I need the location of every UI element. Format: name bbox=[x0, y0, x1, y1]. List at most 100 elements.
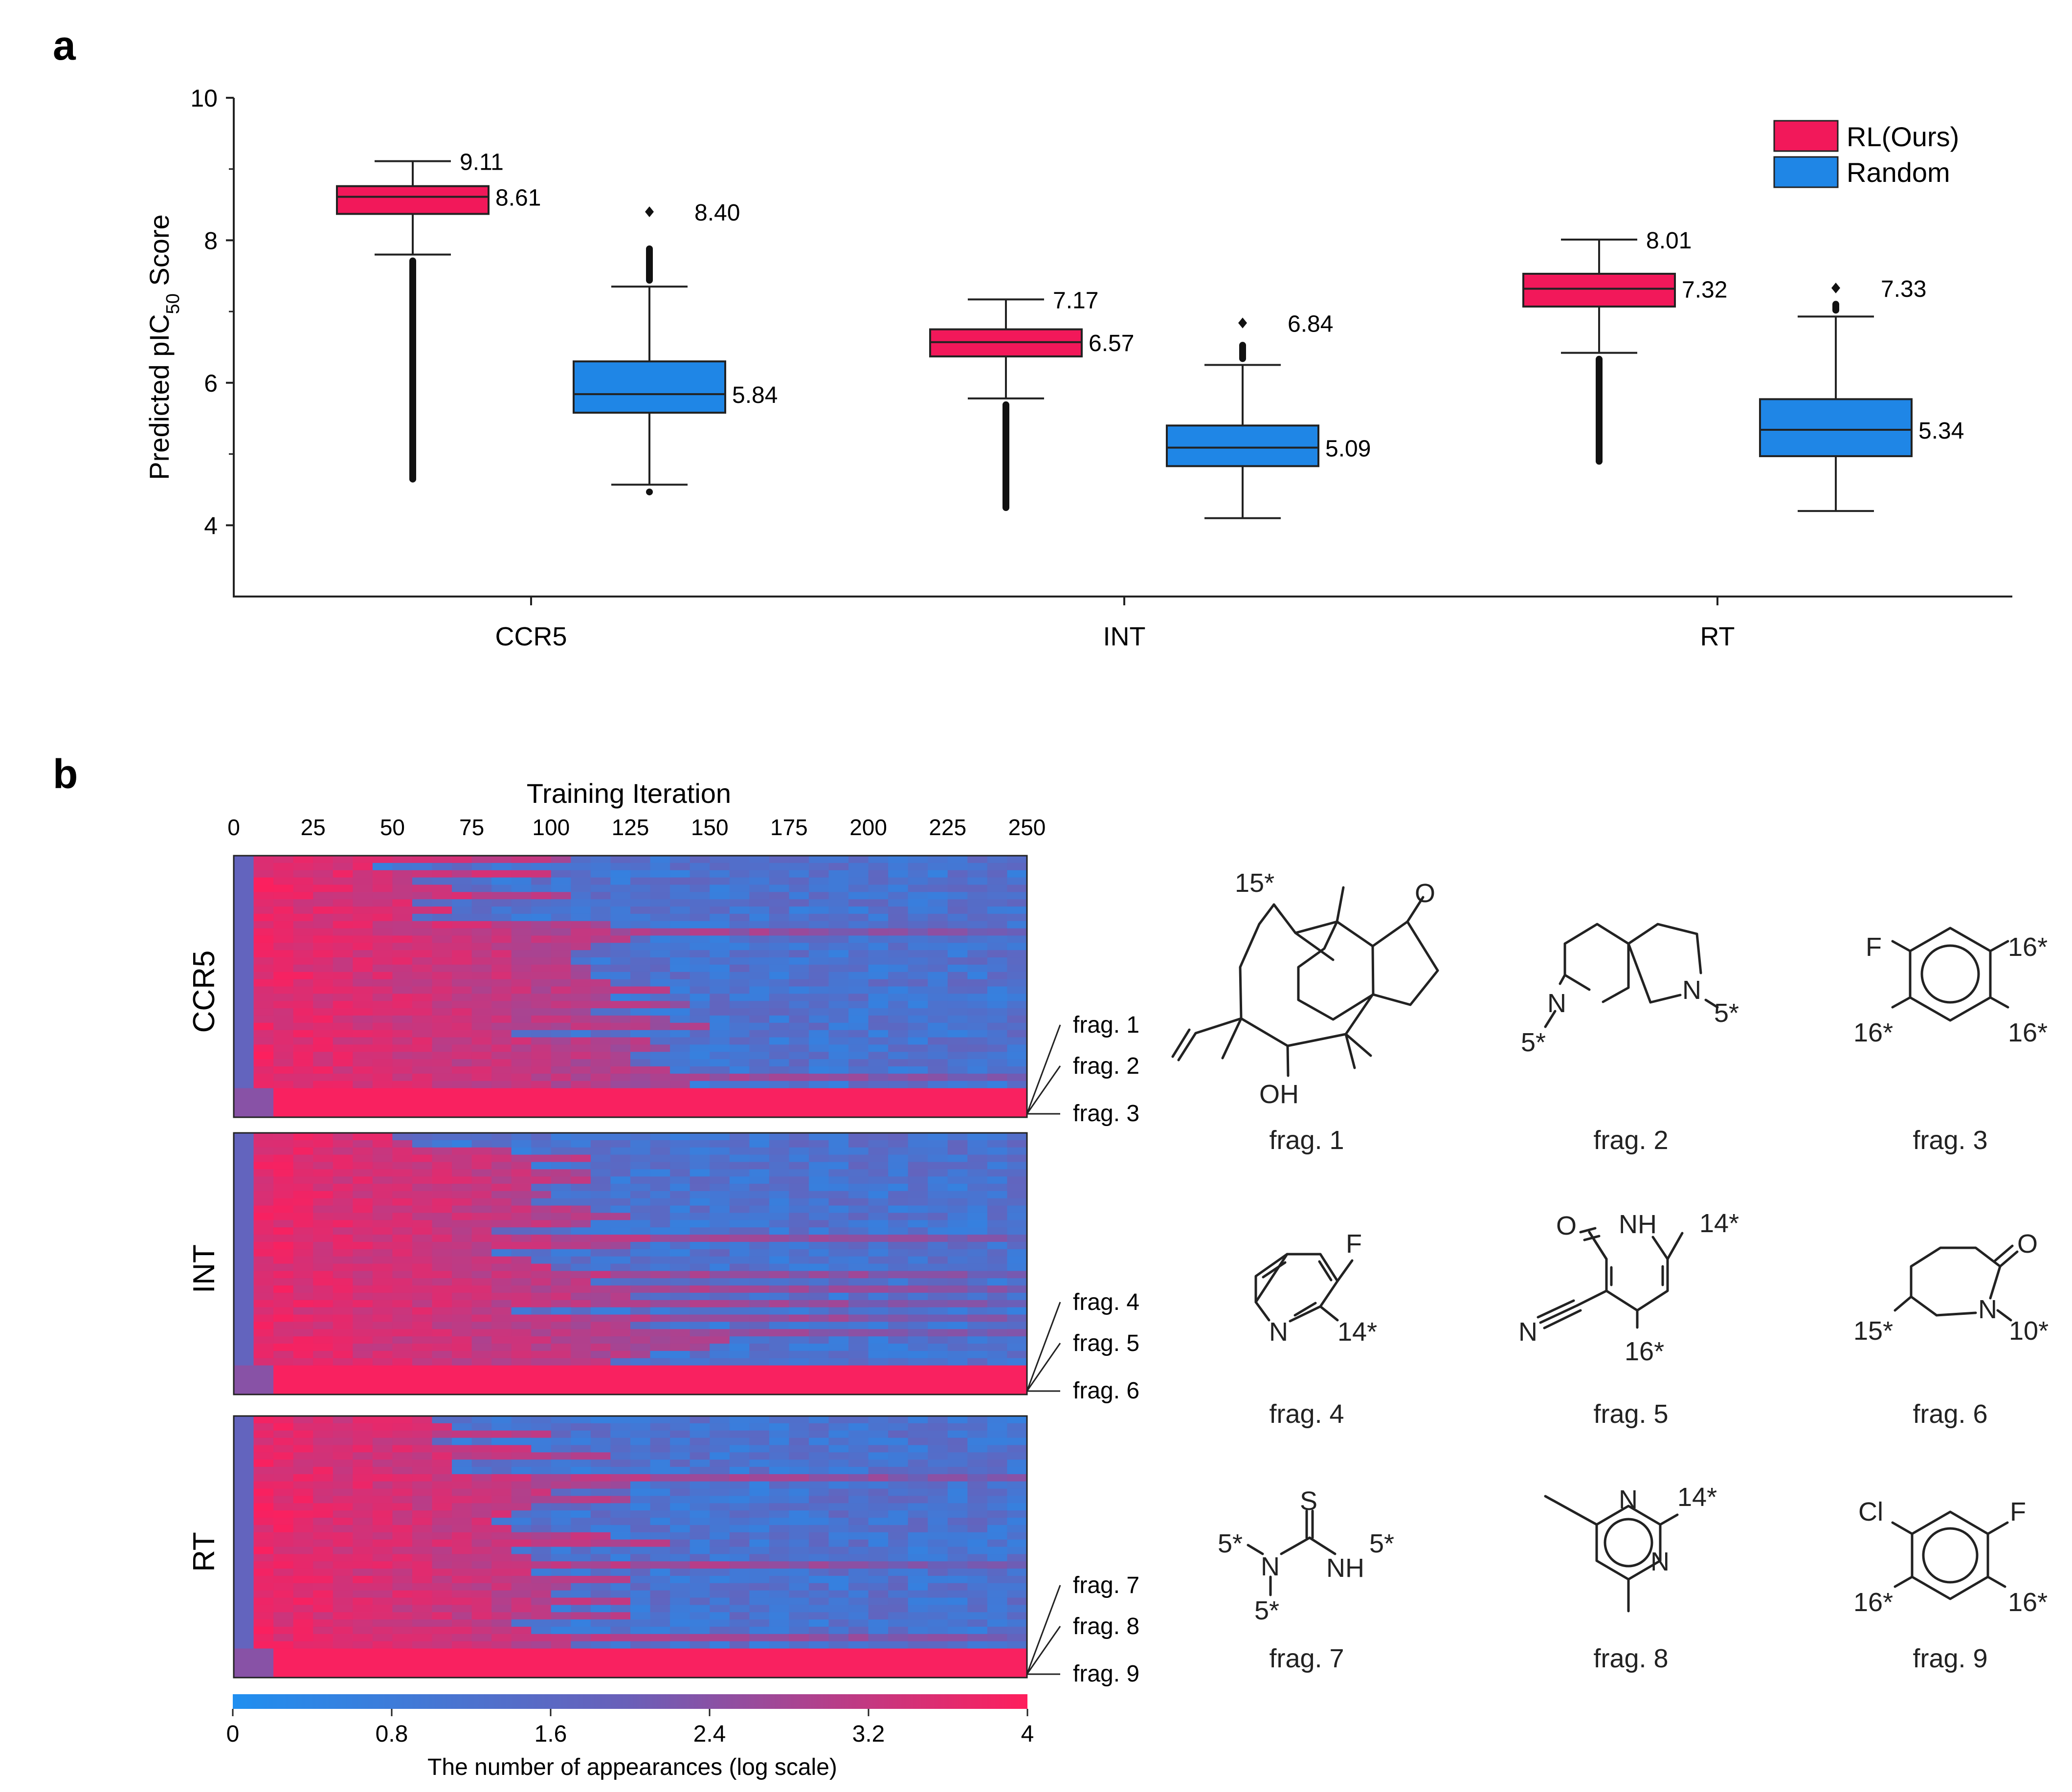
heatmap-cell bbox=[928, 1532, 948, 1540]
heatmap-cell bbox=[333, 1088, 353, 1096]
heatmap-cell bbox=[749, 870, 770, 878]
heatmap-cell bbox=[313, 1044, 334, 1052]
heatmap-cell bbox=[590, 950, 611, 958]
heatmap-cell bbox=[967, 935, 988, 943]
heatmap-cell bbox=[928, 1081, 948, 1089]
heatmap-cell bbox=[551, 1518, 571, 1526]
heatmap-cell bbox=[333, 1037, 353, 1045]
heatmap-cell bbox=[313, 913, 334, 922]
heatmap-cell bbox=[313, 1241, 334, 1250]
heatmap-cell bbox=[630, 1612, 651, 1620]
heatmap-cell bbox=[293, 1329, 313, 1337]
heatmap-cell bbox=[273, 1460, 294, 1467]
heatmap-cell bbox=[471, 943, 492, 951]
heatmap-cell bbox=[670, 1510, 691, 1518]
heatmap-cell bbox=[452, 885, 472, 892]
heatmap-cell bbox=[432, 1235, 452, 1242]
heatmap-cell bbox=[769, 1445, 789, 1453]
heatmap-cell bbox=[511, 1001, 532, 1009]
heatmap-cell bbox=[769, 899, 789, 907]
heatmap-cell bbox=[253, 1634, 274, 1642]
heatmap-cell bbox=[313, 935, 334, 943]
heatmap-cell bbox=[690, 1423, 710, 1431]
heatmap-cell bbox=[710, 1612, 730, 1620]
heatmap-cell bbox=[273, 1213, 294, 1220]
heatmap-cell bbox=[293, 1015, 313, 1023]
heatmap-cell bbox=[273, 1365, 294, 1373]
x-tick-label-ccr5: CCR5 bbox=[495, 622, 567, 651]
heatmap-cell bbox=[769, 1430, 789, 1438]
heatmap-cell bbox=[947, 1081, 968, 1089]
heatmap-cell bbox=[551, 1073, 571, 1082]
heatmap-cell bbox=[710, 1416, 730, 1424]
heatmap-cell bbox=[293, 1030, 313, 1038]
heatmap-cell bbox=[828, 1525, 849, 1533]
heatmap-cell bbox=[987, 1184, 1008, 1192]
heatmap-cell bbox=[967, 1445, 988, 1453]
heatmap-cell bbox=[531, 1198, 552, 1206]
heatmap-cell bbox=[987, 1241, 1008, 1250]
heatmap-cell bbox=[650, 1169, 670, 1177]
heatmap-cell bbox=[789, 1133, 809, 1141]
heatmap-cell bbox=[967, 1059, 988, 1067]
heatmap-cell bbox=[531, 1583, 552, 1591]
heatmap-cell bbox=[908, 986, 928, 994]
heatmap-cell bbox=[928, 1256, 948, 1264]
heatmap-cell bbox=[333, 885, 353, 892]
heatmap-cell bbox=[452, 1372, 472, 1380]
heatmap-cell bbox=[987, 1670, 1008, 1678]
heatmap-cell bbox=[749, 877, 770, 885]
heatmap-cell bbox=[571, 1438, 591, 1446]
heatmap-cell bbox=[253, 1496, 274, 1504]
heatmap-cell bbox=[710, 1037, 730, 1045]
heatmap-cell bbox=[769, 979, 789, 987]
heatmap-cell bbox=[353, 1605, 373, 1613]
heatmap-cell bbox=[531, 1445, 552, 1453]
heatmap-cell bbox=[928, 1103, 948, 1110]
heatmap-cell bbox=[412, 979, 433, 987]
heatmap-cell bbox=[908, 1015, 928, 1023]
heatmap-cell bbox=[947, 1547, 968, 1554]
heatmap-cell bbox=[888, 1510, 909, 1518]
heatmap-cell bbox=[452, 1285, 472, 1293]
heatmap-cell bbox=[234, 1460, 254, 1467]
heatmap-cell bbox=[273, 1438, 294, 1446]
heatmap-cell bbox=[590, 1037, 611, 1045]
heatmap-cell bbox=[531, 1474, 552, 1482]
heatmap-cell bbox=[273, 1496, 294, 1504]
heatmap-cell bbox=[729, 1358, 750, 1366]
heatmap-cell bbox=[253, 892, 274, 900]
heatmap-cell bbox=[293, 1619, 313, 1627]
heatmap-cell bbox=[432, 1561, 452, 1569]
heatmap-cell bbox=[947, 1256, 968, 1264]
heatmap-cell bbox=[670, 943, 691, 951]
heatmap-cell bbox=[690, 885, 710, 892]
heatmap-cell bbox=[967, 1670, 988, 1678]
heatmap-cell bbox=[333, 1387, 353, 1395]
heatmap-cell bbox=[333, 1503, 353, 1511]
heatmap-cell bbox=[590, 1133, 611, 1141]
heatmap-cell bbox=[412, 957, 433, 965]
heatmap-cell bbox=[392, 1044, 413, 1052]
heatmap-cell bbox=[650, 1147, 670, 1155]
heatmap-cell bbox=[729, 1059, 750, 1067]
heatmap-cell bbox=[392, 979, 413, 987]
heatmap-cell bbox=[372, 899, 393, 907]
heatmap-cell bbox=[432, 964, 452, 973]
heatmap-cell bbox=[551, 928, 571, 936]
heatmap-cell bbox=[769, 1518, 789, 1526]
heatmap-cell bbox=[392, 1539, 413, 1548]
heatmap-cell bbox=[987, 899, 1008, 907]
heatmap-cell bbox=[313, 863, 334, 871]
heatmap-cell bbox=[670, 1103, 691, 1110]
heatmap-cell bbox=[313, 1380, 334, 1388]
heatmap-cell bbox=[313, 1626, 334, 1635]
heatmap-cell bbox=[551, 1575, 571, 1584]
heatmap-cell bbox=[908, 877, 928, 885]
heatmap-cell bbox=[531, 1590, 552, 1598]
heatmap-cell bbox=[769, 1597, 789, 1605]
leader-label-frag1: frag. 1 bbox=[1073, 1012, 1139, 1038]
heatmap-cell bbox=[372, 913, 393, 922]
colorbar-label: The number of appearances (log scale) bbox=[427, 1754, 837, 1780]
heatmap-cell bbox=[571, 1095, 591, 1103]
